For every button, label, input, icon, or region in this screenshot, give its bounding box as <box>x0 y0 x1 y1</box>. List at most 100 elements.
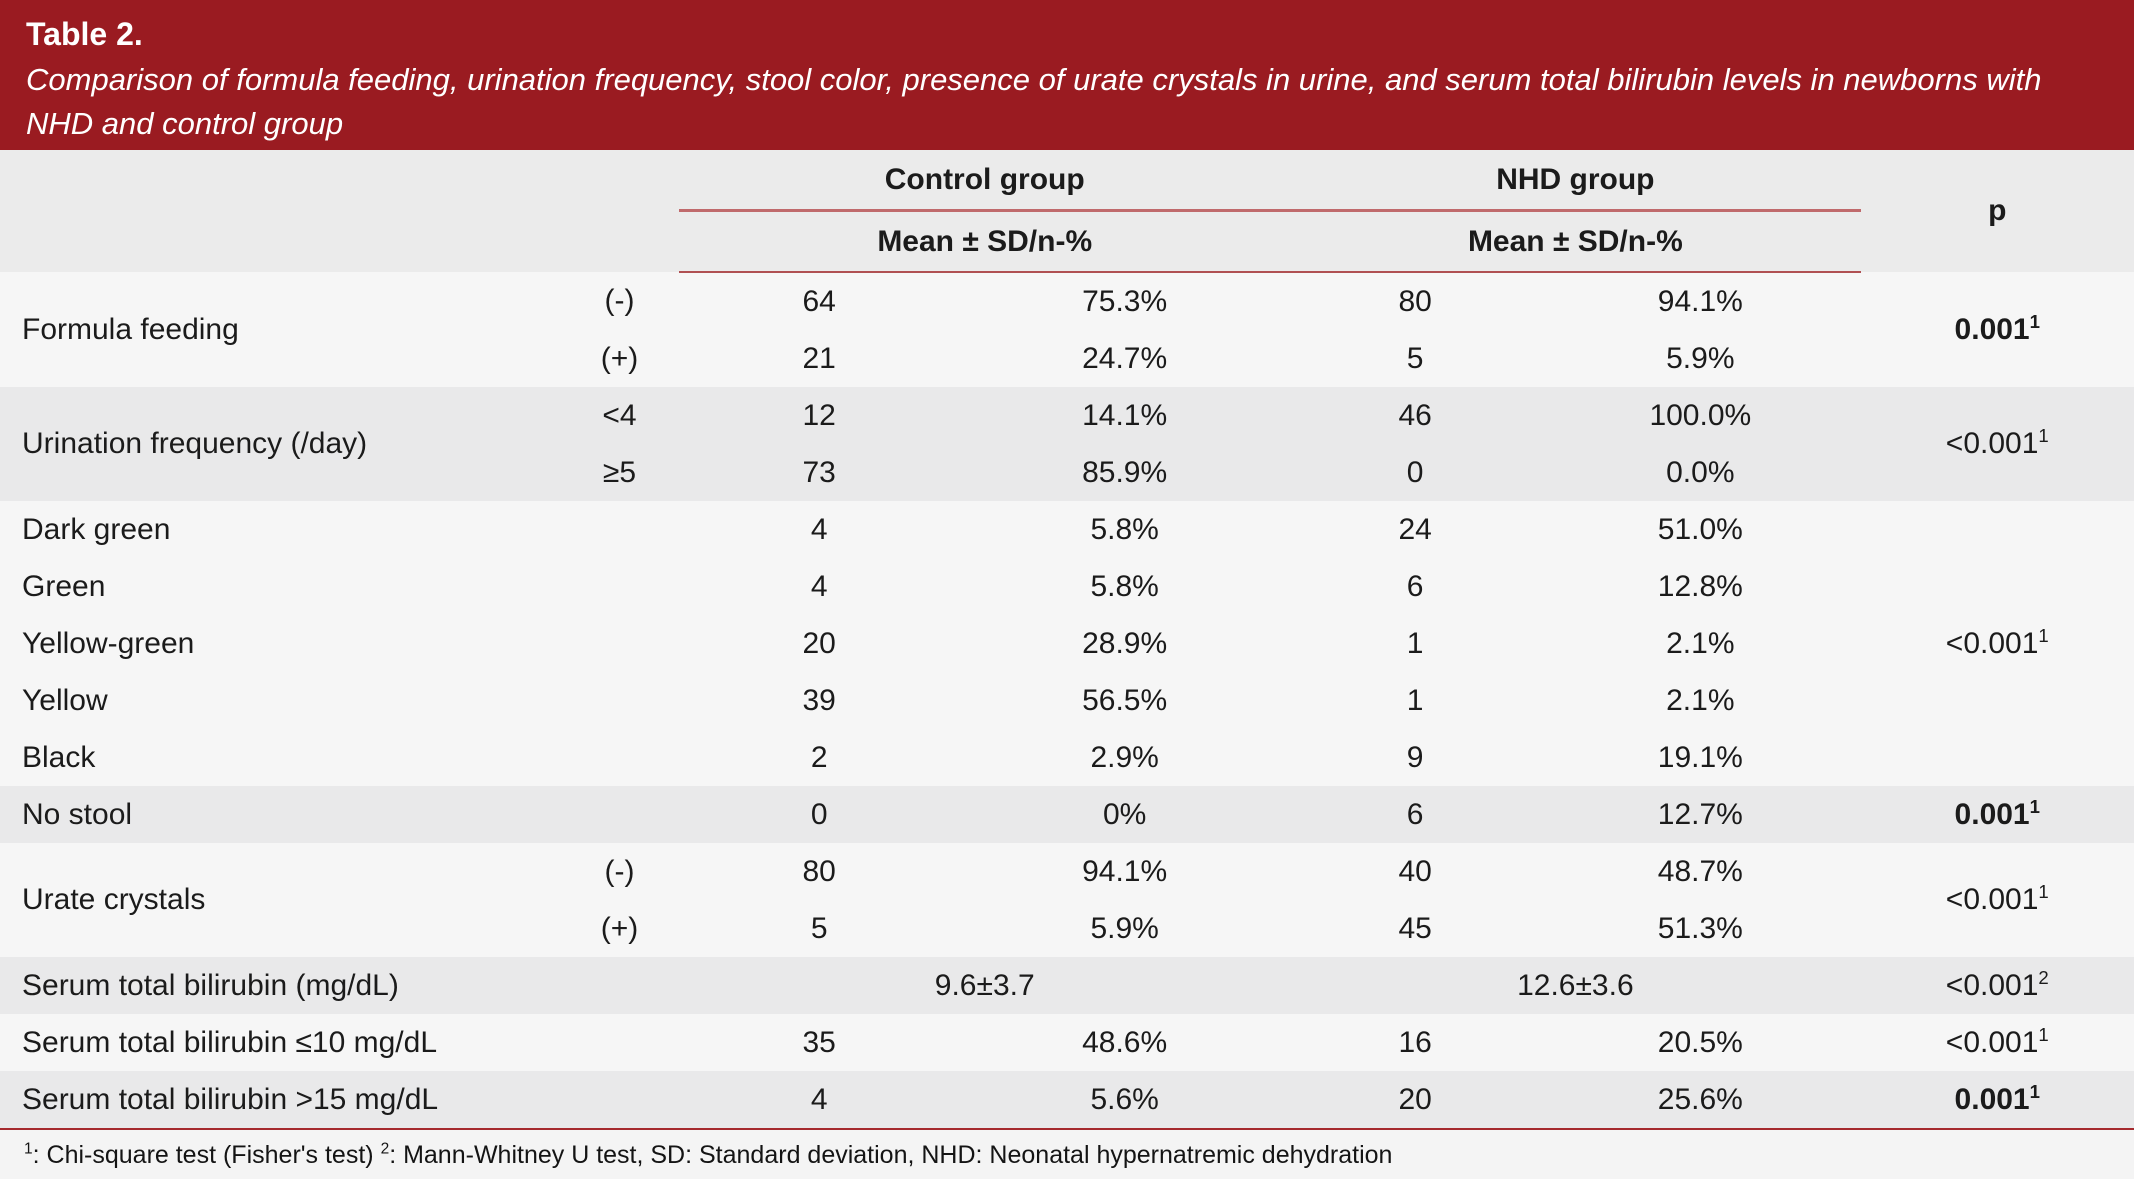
p-text: 0.001 <box>1954 1082 2030 1116</box>
row-stool-black: Black 2 2.9% 9 19.1% <box>0 729 2134 786</box>
sub-urination-ge5: ≥5 <box>602 455 637 489</box>
cell-bilirubin-control: 9.6±3.7 <box>934 968 1035 1002</box>
row-urate-neg: Urate crystals (-) 80 94.1% 40 48.7% <0.… <box>0 843 2134 916</box>
cell-value: 2.1% <box>1666 683 1735 717</box>
p-text: <0.001 <box>1945 968 2039 1002</box>
cell-value: 80 <box>1398 284 1432 318</box>
label-black: Black <box>22 740 96 774</box>
header-p: p <box>1988 194 2007 227</box>
cell-value: 39 <box>802 683 836 717</box>
cell-value: 1 <box>1406 626 1424 660</box>
p-value-urination: <0.0011 <box>1861 387 2134 501</box>
table-caption: Comparison of formula feeding, urination… <box>26 61 2042 141</box>
header-control-group: Control group <box>679 150 1291 212</box>
p-text: <0.001 <box>1945 427 2039 460</box>
p-value-bilirubin-gt15: 0.0011 <box>1861 1071 2134 1128</box>
header-nhd-group: NHD group <box>1290 150 1861 212</box>
header-measure-nhd: Mean ± SD/n-% <box>1290 210 1861 273</box>
label-green: Green <box>22 569 106 603</box>
cell-value: 20 <box>802 626 836 660</box>
cell-value: 64 <box>802 284 836 318</box>
p-text: 0.001 <box>1954 797 2030 831</box>
footnote-text: 1: Chi-square test (Fisher's test) 2: Ma… <box>24 1141 1392 1170</box>
sub-formula-neg: (-) <box>604 284 635 317</box>
cell-value: 2.9% <box>1090 740 1159 774</box>
cell-value: 94.1% <box>1657 284 1743 318</box>
cell-value: 4 <box>810 512 828 546</box>
cell-value: 0% <box>1102 797 1147 831</box>
cell-value: 94.1% <box>1082 854 1168 888</box>
cell-value: 51.0% <box>1657 512 1743 546</box>
cell-value: 12.8% <box>1657 569 1743 603</box>
header-empty-cell <box>0 150 679 272</box>
label-urate-crystals: Urate crystals <box>22 883 206 916</box>
cell-value: 20 <box>1398 1082 1432 1116</box>
cell-value: 12.7% <box>1657 797 1743 831</box>
p-superscript: 1 <box>2029 1080 2040 1102</box>
table-body: Formula feeding (-) 64 75.3% 80 94.1% 0.… <box>0 272 2134 1128</box>
cell-value: 4 <box>810 569 828 603</box>
label-dark-green: Dark green <box>22 512 171 546</box>
cell-value: 24.7% <box>1082 341 1168 375</box>
row-stool-yellow: Yellow 39 56.5% 1 2.1% <box>0 672 2134 729</box>
p-value-stool-color: <0.0011 <box>1861 501 2134 786</box>
p-value-bilirubin-mean: <0.0012 <box>1861 957 2134 1014</box>
table-number: Table 2. <box>26 16 143 52</box>
row-bilirubin-gt15: Serum total bilirubin >15 mg/dL 4 5.6% 2… <box>0 1071 2134 1128</box>
p-text: <0.001 <box>1945 883 2039 916</box>
cell-value: 75.3% <box>1082 284 1168 318</box>
cell-value: 73 <box>802 455 836 489</box>
p-value-bilirubin-le10: <0.0011 <box>1861 1014 2134 1071</box>
cell-value: 5.9% <box>1090 911 1159 945</box>
header-measure-control: Mean ± SD/n-% <box>679 210 1291 273</box>
p-value-no-stool: 0.0011 <box>1861 786 2134 843</box>
cell-value: 6 <box>1406 797 1424 831</box>
p-superscript: 2 <box>2038 966 2049 988</box>
cell-value: 80 <box>802 854 836 888</box>
label-formula-feeding: Formula feeding <box>22 312 239 346</box>
cell-value: 25.6% <box>1657 1082 1743 1116</box>
p-text: <0.001 <box>1945 1025 2039 1059</box>
cell-value: 4 <box>810 1082 828 1116</box>
cell-value: 21 <box>802 341 836 375</box>
cell-value: 45 <box>1398 911 1432 945</box>
cell-value: 5 <box>810 911 828 945</box>
cell-value: 56.5% <box>1082 683 1168 717</box>
sub-urate-neg: (-) <box>604 854 635 888</box>
cell-value: 1 <box>1406 683 1424 717</box>
cell-value: 28.9% <box>1082 626 1168 660</box>
cell-value: 20.5% <box>1657 1025 1743 1059</box>
cell-value: 9 <box>1406 740 1424 774</box>
p-value-formula: 0.0011 <box>1861 272 2134 387</box>
cell-value: 46 <box>1398 398 1432 432</box>
footnote-sup-1: 1 <box>24 1140 33 1158</box>
cell-bilirubin-nhd: 12.6±3.6 <box>1517 968 1634 1002</box>
p-value-urate: <0.0011 <box>1861 843 2134 957</box>
cell-value: 14.1% <box>1082 398 1168 432</box>
cell-value: 2 <box>810 740 828 774</box>
cell-value: 85.9% <box>1082 455 1168 489</box>
cell-value: 0 <box>1406 455 1424 489</box>
cell-value: 19.1% <box>1657 740 1743 774</box>
cell-value: 0.0% <box>1666 455 1735 489</box>
sub-urate-pos: (+) <box>600 911 639 945</box>
row-stool-dark-green: Dark green 4 5.8% 24 51.0% <0.0011 <box>0 501 2134 660</box>
p-superscript: 1 <box>2038 881 2049 902</box>
cell-value: 5.8% <box>1090 569 1159 603</box>
footnote-part-2: : Mann-Whitney U test, SD: Standard devi… <box>389 1140 1393 1169</box>
table-header: Control group NHD group p Mean ± SD/n-% … <box>0 150 2134 273</box>
cell-value: 12 <box>802 398 836 432</box>
label-bilirubin-le10: Serum total bilirubin ≤10 mg/dL <box>22 1025 438 1059</box>
cell-value: 24 <box>1398 512 1432 546</box>
row-bilirubin-mean: Serum total bilirubin (mg/dL) 9.6±3.7 12… <box>0 957 2134 1014</box>
p-superscript: 1 <box>2038 1023 2049 1045</box>
row-stool-yellow-green: Yellow-green 20 28.9% 1 2.1% <box>0 615 2134 672</box>
cell-value: 51.3% <box>1657 911 1743 945</box>
footnote-part-1: : Chi-square test (Fisher's test) <box>32 1140 381 1169</box>
cell-value: 5 <box>1406 341 1424 375</box>
row-bilirubin-le10: Serum total bilirubin ≤10 mg/dL 35 48.6%… <box>0 1014 2134 1071</box>
cell-value: 0 <box>810 797 828 831</box>
cell-value: 35 <box>802 1025 836 1059</box>
p-superscript: 1 <box>2029 310 2040 332</box>
